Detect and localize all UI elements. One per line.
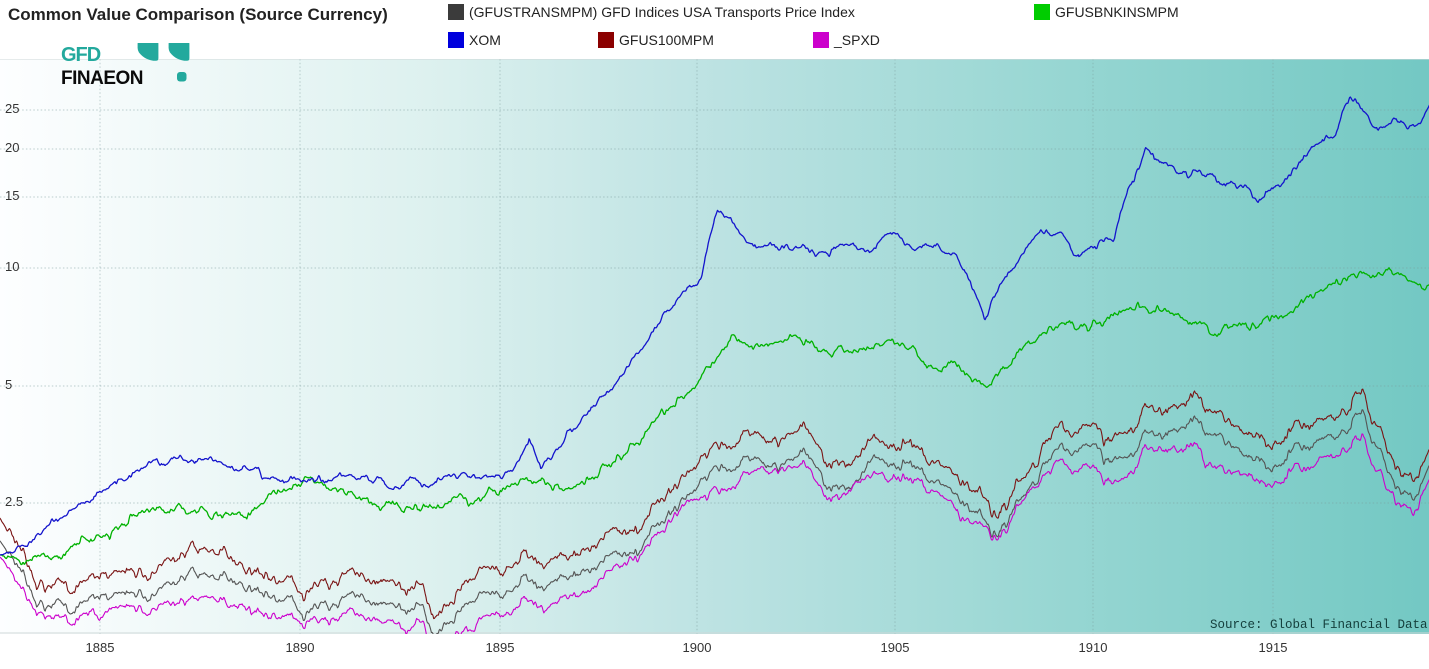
svg-text:FINAEON: FINAEON	[61, 68, 143, 88]
svg-text:GFD: GFD	[61, 44, 101, 66]
